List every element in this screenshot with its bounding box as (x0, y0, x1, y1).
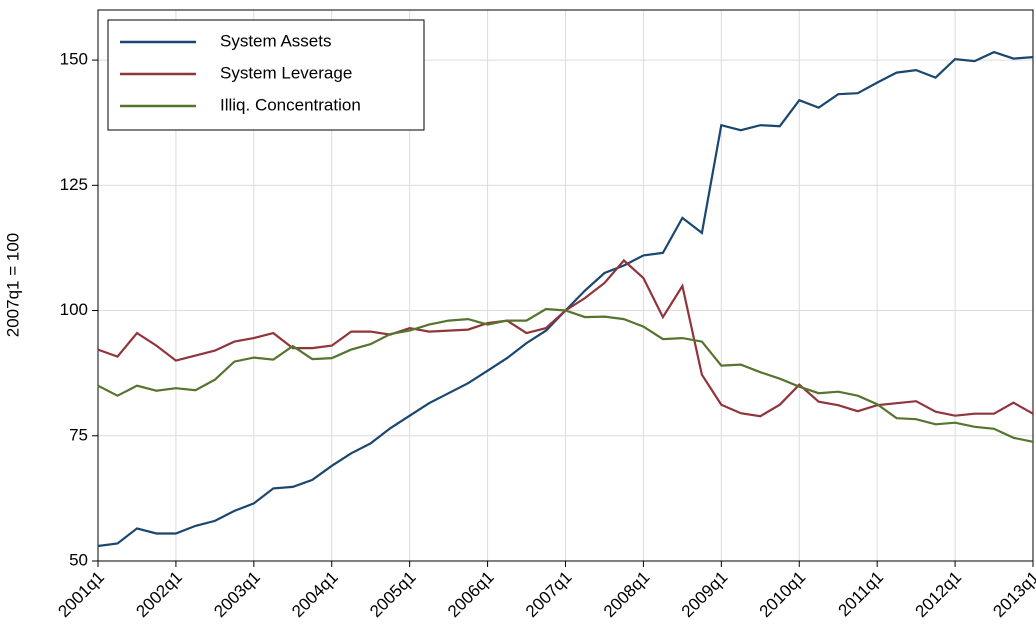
y-tick-label: 75 (69, 425, 88, 444)
x-tick-label: 2009q1 (678, 568, 732, 622)
x-tick-label: 2005q1 (366, 568, 420, 622)
legend-label: System Leverage (220, 63, 352, 82)
plot-frame (97, 9, 1034, 562)
x-tick-label: 2001q1 (54, 568, 108, 622)
x-tick-label: 2013q1 (989, 568, 1036, 622)
x-tick-label: 2003q1 (210, 568, 264, 622)
x-tick-label: 2006q1 (444, 568, 498, 622)
y-tick-label: 100 (60, 300, 88, 319)
y-tick-label: 150 (60, 50, 88, 69)
x-tick-label: 2002q1 (132, 568, 186, 622)
y-axis-label: 2007q1 = 100 (3, 233, 22, 337)
x-tick-label: 2004q1 (288, 568, 342, 622)
y-tick-label: 125 (60, 175, 88, 194)
x-tick-label: 2008q1 (600, 568, 654, 622)
x-tick-label: 2007q1 (522, 568, 576, 622)
x-tick-label: 2010q1 (756, 568, 810, 622)
legend-label: Illiq. Concentration (220, 95, 361, 114)
series-line (97, 307, 1034, 443)
x-tick-label: 2011q1 (835, 568, 888, 621)
x-tick-label: 2012q1 (912, 568, 966, 622)
y-tick-label: 50 (69, 550, 88, 569)
legend-label: System Assets (220, 31, 331, 50)
